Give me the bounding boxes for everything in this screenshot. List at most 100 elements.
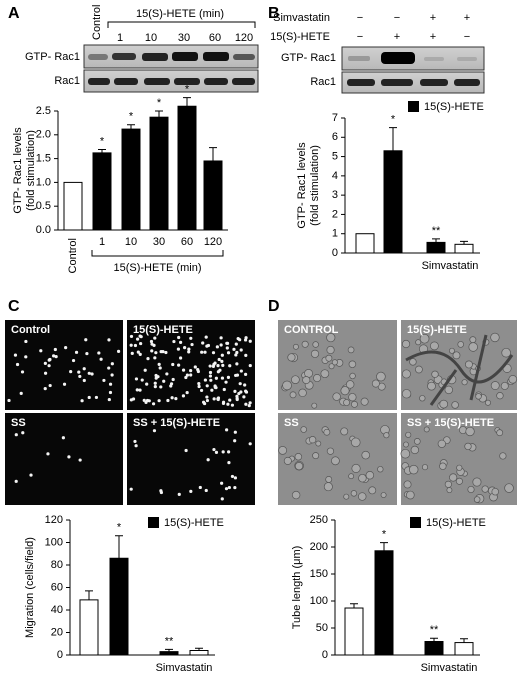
significance: * [117, 522, 122, 534]
y-tick-label: 7 [332, 112, 338, 124]
cell [189, 369, 193, 373]
cell [235, 394, 239, 398]
cell [217, 357, 221, 362]
cell [165, 372, 169, 376]
cell [225, 341, 230, 345]
cell [151, 402, 156, 406]
cell [214, 376, 218, 380]
cell [177, 363, 181, 367]
cell [208, 370, 213, 375]
cell [427, 381, 436, 391]
cell [244, 372, 248, 376]
bar [374, 550, 394, 656]
y-tick-label: 0 [57, 649, 63, 661]
panel-label: C [8, 298, 20, 315]
cell [232, 347, 236, 351]
cell [219, 343, 223, 347]
cell [14, 433, 18, 437]
y-tick-label: 120 [45, 514, 63, 526]
bar [355, 233, 375, 254]
y-tick-label: 150 [310, 568, 328, 580]
cell [456, 464, 463, 471]
cell [291, 490, 301, 500]
cell [469, 336, 477, 344]
cell [221, 363, 225, 367]
cell [146, 357, 150, 361]
cell [461, 379, 468, 386]
cell [224, 487, 229, 491]
error-bar [195, 647, 203, 651]
cell [46, 452, 50, 456]
micrograph [5, 320, 123, 410]
y-axis-label: Migration (cells/field) [24, 537, 36, 638]
cell [328, 363, 335, 370]
cell [211, 351, 216, 355]
cell [248, 401, 252, 405]
cell [220, 359, 224, 363]
cell [235, 397, 239, 402]
micrograph-label: CONTROL [284, 324, 339, 336]
cell [179, 340, 183, 344]
cell [419, 395, 426, 402]
cell [226, 375, 231, 380]
cell [54, 355, 58, 359]
error-bar [183, 97, 191, 107]
cell [21, 431, 25, 435]
legend-swatch [148, 517, 159, 528]
cell [206, 343, 211, 348]
cell [176, 347, 181, 351]
cell [228, 364, 232, 368]
cell [116, 349, 121, 354]
cell [409, 358, 417, 366]
cell [197, 381, 201, 386]
cell [340, 427, 349, 436]
micrograph-label: 15(S)-HETE [133, 324, 193, 336]
cell [423, 426, 430, 433]
cell [310, 349, 320, 358]
cell [233, 485, 237, 490]
cell [323, 482, 333, 492]
cell [455, 477, 463, 485]
y-tick-label: 250 [310, 514, 328, 526]
blot [83, 44, 259, 93]
blot-lane: 1 [117, 32, 123, 44]
cell [108, 390, 113, 395]
significance: * [157, 97, 162, 109]
cell [415, 339, 422, 346]
cell [315, 440, 322, 447]
cell [358, 473, 367, 483]
cell [62, 382, 67, 386]
cell [61, 436, 65, 440]
cell [149, 339, 154, 344]
cell [481, 485, 489, 493]
cell [332, 392, 341, 401]
cell [383, 432, 390, 439]
cell [216, 370, 220, 374]
bar [426, 241, 446, 254]
legend-swatch [410, 517, 421, 528]
cell [451, 401, 459, 409]
cell [350, 437, 361, 448]
y-tick-label: 50 [316, 622, 328, 634]
error-bar [460, 240, 468, 245]
y-tick-label: 80 [51, 559, 63, 571]
cell [360, 397, 369, 406]
cell [302, 376, 311, 385]
cell [237, 391, 241, 396]
cell [311, 402, 318, 409]
cell [457, 341, 465, 348]
cell [156, 375, 160, 379]
blot-lane: 120 [235, 32, 253, 44]
cell [39, 349, 43, 353]
cell [78, 458, 82, 462]
bar [177, 105, 197, 231]
cell [159, 490, 163, 495]
cell [298, 388, 307, 398]
blot-row-label: Rac1 [54, 75, 80, 87]
cell [308, 436, 317, 444]
error-bar [165, 648, 173, 652]
cell [208, 364, 212, 368]
y-tick-label: 200 [310, 541, 328, 553]
cell [248, 363, 252, 368]
cell [220, 376, 225, 380]
